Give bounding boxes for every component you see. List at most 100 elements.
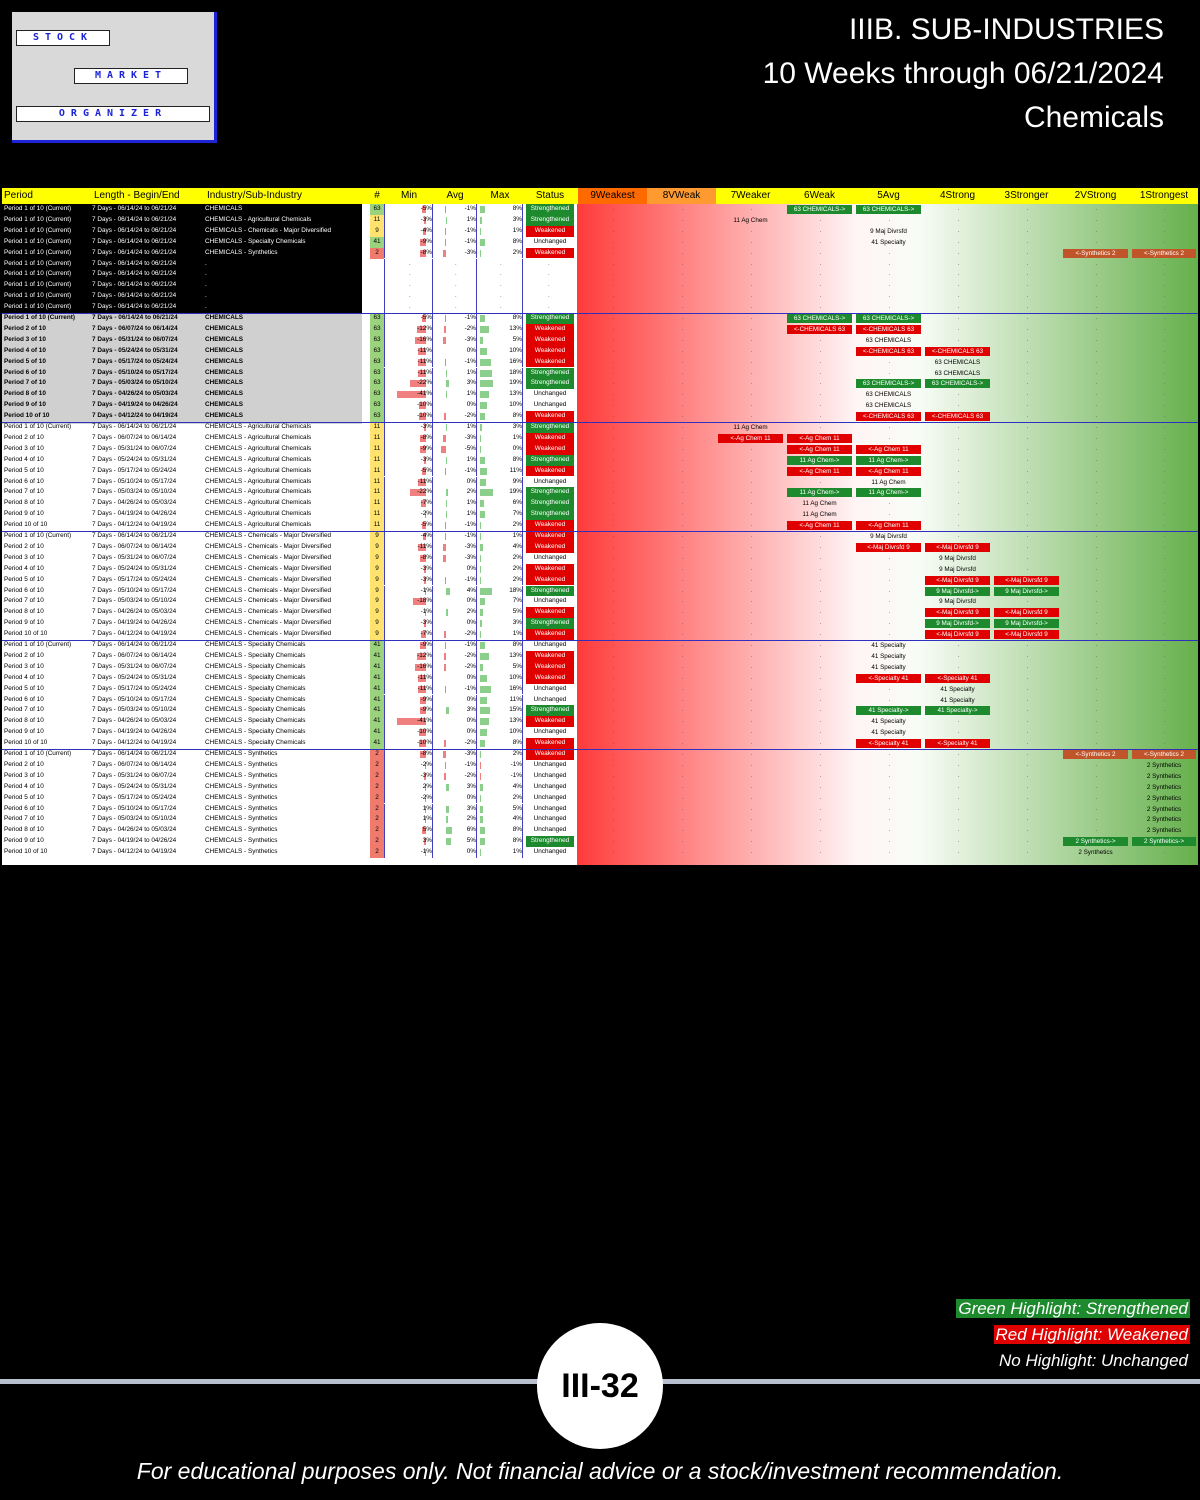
empty-dot: . <box>1026 794 1029 801</box>
table-row: Period 4 of 10 7 Days - 05/24/24 to 05/31… <box>2 563 1198 575</box>
column-separator <box>476 672 477 684</box>
column-separator <box>384 214 385 226</box>
column-separator <box>432 836 433 848</box>
empty-dot: . <box>957 249 960 256</box>
column-separator <box>522 727 523 739</box>
value-cell-mn: -9% <box>420 641 432 648</box>
length-cell: 7 Days - 05/31/24 to 06/07/24 <box>92 662 177 670</box>
column-header-6[interactable]: Max <box>490 190 510 201</box>
empty-dot: . <box>819 707 822 714</box>
status-badge: Weakened <box>526 672 574 684</box>
column-separator <box>432 672 433 684</box>
column-header-15[interactable]: 2VStrong <box>1074 190 1117 201</box>
column-separator <box>384 247 385 259</box>
column-header-9[interactable]: 8VWeak <box>647 188 716 204</box>
empty-dot: . <box>1164 663 1166 670</box>
empty-dot: . <box>888 751 891 757</box>
value-cell-mn: -5% <box>420 521 432 529</box>
value-cell-mn: -7% <box>420 630 432 638</box>
value-cell-mn: -2% <box>420 760 432 768</box>
status-badge: Unchanged <box>526 825 574 837</box>
rank-marker: 41 Specialty <box>940 685 975 693</box>
industry-cell: CHEMICALS - Synthetics <box>205 771 278 779</box>
empty-dot: . <box>1095 467 1098 474</box>
value-bar <box>446 456 447 464</box>
empty-dot: . <box>1164 674 1166 681</box>
column-header-2[interactable]: Industry/Sub-Industry <box>207 190 303 201</box>
empty-dot: . <box>1095 238 1098 245</box>
column-header-4[interactable]: Min <box>400 190 418 201</box>
table-row: Period 1 of 10 (Current) 7 Days - 06/14/2… <box>2 313 1198 324</box>
empty-dot: . <box>612 827 615 834</box>
empty-dot: . <box>1164 413 1166 420</box>
empty-dot: . <box>1164 685 1166 692</box>
status-badge: Strengthened <box>526 498 574 510</box>
status-badge: Weakened <box>526 716 574 728</box>
value-bar <box>417 325 426 333</box>
count-cell: 41 <box>370 650 384 662</box>
column-header-8[interactable]: 9Weakest <box>578 188 647 204</box>
value-cell-mx: 8% <box>512 205 522 212</box>
industry-cell: CHEMICALS <box>205 324 243 332</box>
empty-dot: . <box>1095 533 1098 539</box>
empty-dot: . <box>1095 260 1098 267</box>
column-header-7[interactable]: Status <box>535 190 565 201</box>
value-cell-mx: 8% <box>512 641 522 648</box>
empty-dot: . <box>1095 783 1098 790</box>
value-bar <box>445 576 446 584</box>
column-header-5[interactable]: Avg <box>446 190 464 201</box>
count-cell: 9 <box>370 574 384 586</box>
value-cell-mn: -5% <box>420 205 432 212</box>
empty-dot: . <box>819 761 822 768</box>
empty-dot: . <box>819 783 822 790</box>
empty-dot: . <box>1164 489 1166 496</box>
column-separator <box>384 509 385 521</box>
column-separator <box>476 847 477 858</box>
column-separator <box>384 727 385 739</box>
column-header-14[interactable]: 3Stronger <box>1004 190 1049 201</box>
empty-dot: . <box>681 543 684 550</box>
value-bar <box>443 434 446 442</box>
industry-cell: CHEMICALS - Specialty Chemicals <box>205 651 306 659</box>
value-bar <box>445 685 446 693</box>
empty-dot: . <box>681 740 684 747</box>
empty-dot: . <box>681 772 684 779</box>
rank-marker: <-CHEMICALS 63 <box>787 324 852 334</box>
value-cell-mn: -8% <box>420 750 432 757</box>
column-header-3[interactable]: # <box>374 190 380 201</box>
page-number-badge: III-32 <box>537 1323 663 1449</box>
empty-dot: . <box>750 631 753 638</box>
length-cell: 7 Days - 06/14/24 to 06/21/24 <box>92 314 178 321</box>
empty-dot: . <box>888 783 891 790</box>
status-badge: Strengthened <box>526 585 574 597</box>
table-row: Period 7 of 10 7 Days - 05/03/24 to 05/10… <box>2 378 1198 390</box>
empty-dot: . <box>1164 304 1166 311</box>
rank-marker: 63 CHEMICALS <box>865 336 912 344</box>
column-separator <box>522 563 523 575</box>
empty-dot: . <box>1026 347 1029 354</box>
value-cell-av: 0% <box>466 401 476 409</box>
empty-dot: . <box>612 740 615 747</box>
empty-dot: . <box>1095 631 1098 638</box>
column-header-10[interactable]: 7Weaker <box>730 190 771 201</box>
column-header-11[interactable]: 6Weak <box>804 190 835 201</box>
length-cell: 7 Days - 05/17/24 to 05/24/24 <box>92 357 178 365</box>
column-header-12[interactable]: 5Avg <box>877 190 900 201</box>
column-header-1[interactable]: Length - Begin/End <box>94 190 180 201</box>
status-badge: Weakened <box>526 629 574 640</box>
column-header-0[interactable]: Period <box>4 190 33 201</box>
column-separator <box>522 607 523 619</box>
empty-dot: . <box>612 227 615 234</box>
column-header-16[interactable]: 1Strongest <box>1139 190 1189 201</box>
empty-dot: . <box>500 282 502 289</box>
empty-dot: . <box>1026 663 1029 670</box>
value-cell-mx: 13% <box>509 324 522 332</box>
status-badge: Weakened <box>526 749 574 760</box>
column-header-13[interactable]: 4Strong <box>939 190 976 201</box>
industry-cell: CHEMICALS - Chemicals - Major Diversifie… <box>205 630 332 638</box>
period-cell: Period 3 of 10 <box>4 771 44 779</box>
value-cell-mx: 10% <box>509 401 522 409</box>
empty-dot: . <box>1026 249 1029 256</box>
empty-dot: . <box>1095 718 1098 725</box>
value-bar <box>425 805 426 813</box>
